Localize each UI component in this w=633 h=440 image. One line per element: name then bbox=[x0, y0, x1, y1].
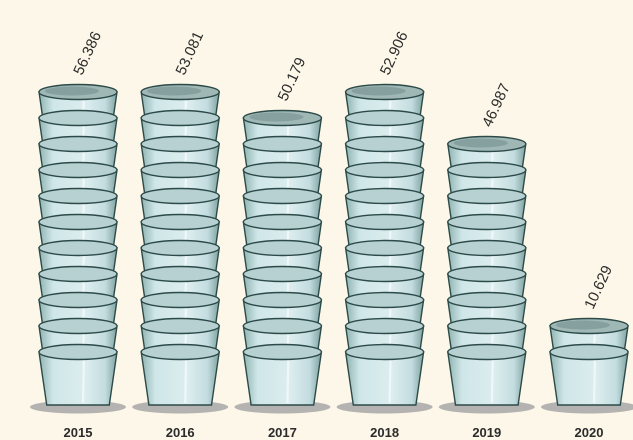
cup-rim bbox=[140, 187, 220, 205]
cup-rim bbox=[38, 135, 118, 153]
cup-rim-inner bbox=[147, 86, 202, 96]
cup-highlight bbox=[286, 354, 290, 404]
x-tick-label-2018: 2018 bbox=[370, 425, 399, 440]
cup-rim bbox=[447, 317, 527, 335]
cup-rim bbox=[140, 265, 220, 283]
cup-rim bbox=[549, 343, 629, 361]
cup-rim bbox=[140, 161, 220, 179]
cup-rim bbox=[140, 109, 220, 127]
cup-rim bbox=[140, 291, 220, 309]
cup-rim bbox=[242, 265, 323, 283]
cup-rim bbox=[242, 187, 323, 205]
cup-rim-inner bbox=[45, 86, 99, 96]
x-tick-label-2019: 2019 bbox=[472, 425, 501, 440]
bar-cup-stack-2020 bbox=[541, 317, 633, 414]
cup-rim-inner bbox=[249, 112, 304, 122]
cup-rim bbox=[447, 239, 527, 257]
cup-rim bbox=[242, 343, 323, 361]
bar-cup-stack-2016 bbox=[132, 83, 229, 414]
cup-rim bbox=[447, 265, 527, 283]
cup-highlight bbox=[490, 354, 494, 404]
cup-rim bbox=[447, 291, 527, 309]
cup-rim bbox=[242, 213, 323, 231]
x-tick-label-2020: 2020 bbox=[575, 425, 604, 440]
cup-rim bbox=[140, 239, 220, 257]
value-label-2018: 52.906 bbox=[377, 29, 412, 78]
cup-rim bbox=[38, 109, 118, 127]
value-label-2016: 53.081 bbox=[172, 29, 207, 78]
cup-rim bbox=[38, 187, 118, 205]
value-label-2017: 50.179 bbox=[275, 55, 310, 104]
cup-rim bbox=[447, 213, 527, 231]
cup-rim bbox=[38, 343, 118, 361]
cup-rim bbox=[344, 135, 425, 153]
cup-rim bbox=[344, 161, 425, 179]
bar-cup-stack-2019 bbox=[438, 135, 535, 414]
x-tick-label-2016: 2016 bbox=[166, 425, 195, 440]
cup-rim bbox=[447, 187, 527, 205]
cup-rim bbox=[140, 213, 220, 231]
cup-rim bbox=[344, 265, 425, 283]
cup-rim bbox=[38, 291, 118, 309]
cup-rim bbox=[242, 161, 323, 179]
cup-rim bbox=[242, 317, 323, 335]
cup-rim bbox=[38, 239, 118, 257]
cup-rim bbox=[140, 135, 220, 153]
x-tick-label-2017: 2017 bbox=[268, 425, 297, 440]
bar-cup-stack-2018 bbox=[336, 83, 433, 414]
cup-rim bbox=[344, 239, 425, 257]
bar-cup-stack-2015 bbox=[30, 83, 126, 414]
cup-rim bbox=[242, 291, 323, 309]
value-label-2019: 46.987 bbox=[479, 81, 514, 130]
cup-rim bbox=[38, 265, 118, 283]
bar-cup-stack-2017 bbox=[234, 109, 331, 414]
cup-rim bbox=[344, 317, 425, 335]
cup-rim bbox=[344, 291, 425, 309]
cup-rim bbox=[344, 343, 425, 361]
cup-rim bbox=[242, 239, 323, 257]
cup-rim-inner bbox=[351, 86, 406, 96]
cup-highlight bbox=[81, 354, 86, 404]
cup-rim bbox=[447, 343, 527, 361]
cup-rim bbox=[38, 213, 118, 231]
cup-rim bbox=[344, 109, 425, 127]
cup-rim-inner bbox=[556, 320, 610, 330]
cup-rim bbox=[38, 317, 118, 335]
cup-rim bbox=[140, 317, 220, 335]
cup-rim-inner bbox=[453, 138, 508, 148]
cup-highlight bbox=[184, 354, 188, 404]
value-label-2015: 56.386 bbox=[70, 29, 105, 78]
cup-rim bbox=[38, 161, 118, 179]
cup-rim bbox=[344, 187, 425, 205]
cup-rim bbox=[140, 343, 220, 361]
cup-rim bbox=[344, 213, 425, 231]
x-tick-label-2015: 2015 bbox=[64, 425, 93, 440]
cup-rim bbox=[447, 161, 527, 179]
cup-highlight bbox=[592, 354, 597, 404]
value-label-2020: 10.629 bbox=[581, 263, 616, 312]
cup-rim bbox=[242, 135, 323, 153]
cup-highlight bbox=[388, 354, 392, 404]
